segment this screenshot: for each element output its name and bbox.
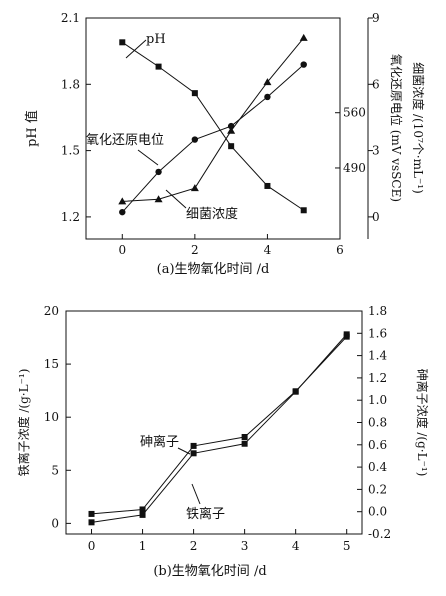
- point-circle: [191, 136, 199, 143]
- y-right1-tick-label-a: 490: [343, 161, 366, 175]
- series-label-orp: 氧化还原电位: [86, 133, 164, 148]
- series-line-circle: [121, 64, 305, 213]
- x-tick-label-b: 1: [139, 539, 147, 553]
- x-tick-label-a: 2: [191, 243, 199, 257]
- y-left-tick-label-a: 1.5: [61, 144, 80, 158]
- point-square: [228, 143, 235, 150]
- series-label-ph: pH: [146, 32, 166, 47]
- leader-line-iron: [191, 483, 201, 505]
- y-right-tick-label-b: 1.8: [368, 304, 387, 318]
- series-label-arsenic: 砷离子: [140, 434, 179, 450]
- y-left-label-b: 铁离子浓度 /(g·L⁻¹): [16, 369, 31, 477]
- point-square: [155, 63, 162, 70]
- leader-line-orp: [137, 149, 159, 166]
- point-b-1: [190, 450, 197, 457]
- y-left-tick-label-b: 0: [51, 516, 59, 530]
- point-triangle: [299, 33, 308, 41]
- point-circle: [119, 208, 126, 216]
- chart-b: 0 1 2 3 4 5 0 5 10 15 20 -0.2 0.0 0.2 0.4 0.6 0.8 1.0 1.2 1…: [16, 304, 430, 579]
- series-line-b-1: [91, 334, 348, 523]
- series-line-square: [122, 41, 304, 211]
- y-right-tick-label-b: 0.8: [368, 416, 387, 430]
- point-circle: [300, 61, 307, 68]
- x-tick-label-b: 2: [190, 539, 198, 553]
- y-right2-tick-label-a: 3: [372, 144, 380, 158]
- series-label-iron: 铁离子: [186, 506, 225, 522]
- x-tick-label-b: 4: [292, 539, 300, 553]
- y-right-tick-label-b: 0.2: [368, 482, 387, 496]
- caption-a: (a)生物氧化时间 /d: [157, 262, 270, 277]
- y-right-tick-label-b: 0.4: [368, 460, 387, 474]
- x-tick-label-a: 0: [118, 243, 126, 257]
- leader-line-ph: [125, 39, 147, 59]
- y-left-tick-label-a: 1.2: [61, 210, 80, 224]
- y-left-tick-label-a: 1.8: [61, 77, 80, 91]
- y-right-tick-label-b: -0.2: [368, 527, 391, 541]
- chart-a: 0 2 4 6 1.2 1.5 1.8 2.1 490 560 0 3 6 9 pH 值 氧化还原电位 (mV…: [24, 11, 426, 277]
- x-tick-label-a: 4: [264, 243, 272, 257]
- point-circle: [155, 168, 162, 176]
- y-right-label-b: 砷离子浓度 /(g·L⁻¹): [415, 369, 430, 477]
- point-square: [264, 182, 271, 189]
- point-b-1: [343, 331, 350, 338]
- y-left-label-a: pH 值: [24, 110, 40, 147]
- series-line-triangle: [122, 37, 305, 202]
- y-left-tick-label-b: 10: [44, 410, 59, 424]
- point-b-1: [88, 519, 95, 526]
- point-triangle: [227, 126, 236, 134]
- point-b-0: [241, 433, 248, 440]
- y-right-tick-label-b: 1.0: [368, 393, 387, 407]
- point-triangle: [154, 195, 163, 203]
- y-left-tick-label-b: 20: [44, 304, 59, 318]
- y-left-tick-label-a: 2.1: [61, 11, 80, 25]
- x-tick-label-b: 0: [88, 539, 96, 553]
- series-label-bacteria: 细菌浓度: [186, 206, 238, 222]
- y-right1-tick-label-a: 560: [343, 106, 366, 120]
- point-b-0: [88, 510, 95, 517]
- y-left-tick-label-b: 5: [51, 463, 59, 477]
- y-right2-tick-label-a: 6: [372, 77, 380, 91]
- point-circle: [264, 93, 271, 101]
- y-right-tick-label-b: 1.6: [368, 326, 387, 340]
- y-right-tick-label-b: 0.6: [368, 438, 387, 452]
- y-right-tick-label-b: 1.2: [368, 371, 387, 385]
- point-triangle: [190, 184, 199, 192]
- point-triangle: [263, 78, 272, 86]
- point-b-0: [139, 506, 146, 513]
- y-right2-label-a: 细菌浓度 /(10⁷个·mL⁻¹): [411, 62, 426, 194]
- y-right1-label-a: 氧化还原电位 (mV vsSCE): [389, 54, 404, 202]
- series-line-b-0: [91, 336, 348, 515]
- point-square: [191, 90, 198, 97]
- point-square: [300, 207, 307, 214]
- point-b-1: [292, 388, 299, 395]
- point-triangle: [118, 197, 127, 205]
- plot-frame-a: [85, 17, 341, 240]
- y-right2-tick-label-a: 0: [372, 210, 380, 224]
- y-right-tick-label-b: 0.0: [368, 505, 387, 519]
- x-tick-label-b: 5: [343, 539, 351, 553]
- leader-line-arsenic: [177, 447, 191, 455]
- x-tick-label-a: 6: [336, 243, 344, 257]
- y-left-tick-label-b: 15: [44, 357, 59, 371]
- y-right-tick-label-b: 1.4: [368, 349, 387, 363]
- caption-b: (b)生物氧化时间 /d: [153, 564, 266, 579]
- point-b-1: [241, 440, 248, 447]
- y-right2-tick-label-a: 9: [372, 11, 380, 25]
- point-b-0: [190, 442, 197, 449]
- point-square: [119, 39, 126, 46]
- x-tick-label-b: 3: [241, 539, 249, 553]
- leader-line-bacteria: [165, 189, 187, 209]
- point-b-1: [139, 511, 146, 518]
- plot-frame-b: [65, 310, 363, 535]
